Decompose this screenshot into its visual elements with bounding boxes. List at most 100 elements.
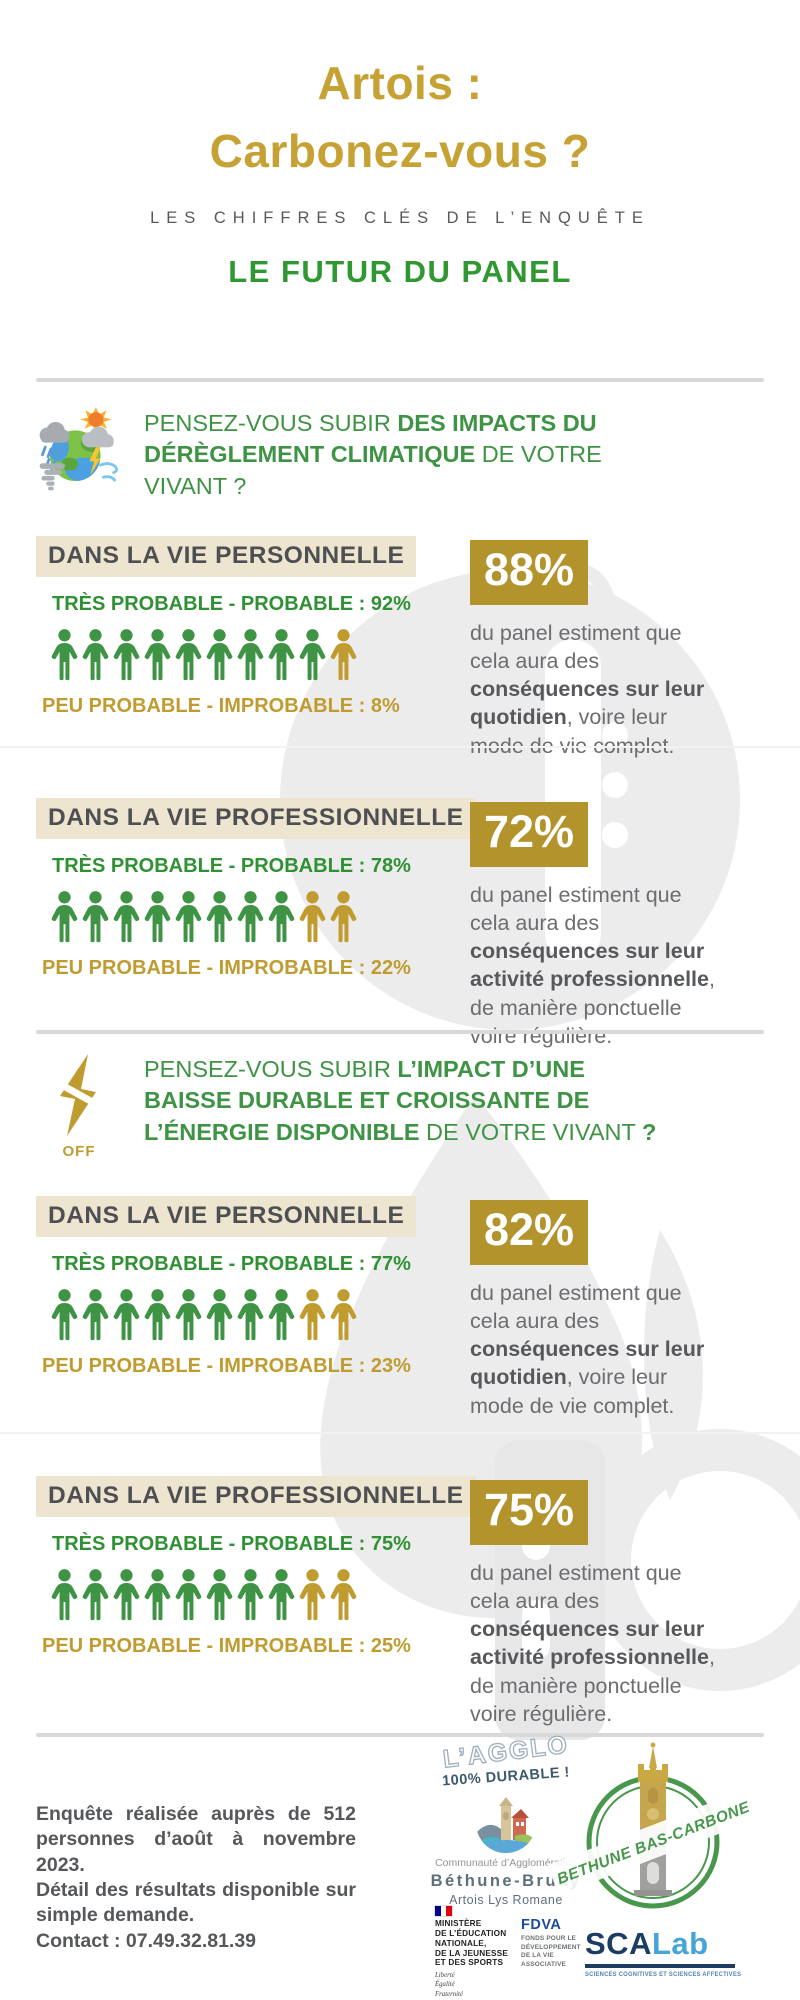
- panel-title: LE FUTUR DU PANEL: [228, 254, 572, 290]
- stat-block-energy-professional: DANS LA VIE PROFESSIONNELLE TRÈS PROBABL…: [36, 1476, 766, 1728]
- ministry-line: MINISTÈRE: [435, 1919, 482, 1928]
- person-icon: [268, 891, 295, 943]
- people-pictograph: [50, 1286, 468, 1343]
- people-pictograph: [50, 888, 468, 945]
- ministry-line: NATIONALE,: [435, 1938, 487, 1948]
- headline-percentage: 88%: [470, 540, 589, 605]
- ministry-line: DE LA JEUNESSE: [435, 1948, 509, 1958]
- person-icon: [206, 1289, 233, 1341]
- sub-divider: [0, 746, 800, 748]
- stat-description: du panel estiment que cela aura des cons…: [470, 1561, 715, 1726]
- note-line: Détail des résultats disponible sur simp…: [36, 1879, 356, 1927]
- person-icon: [237, 1289, 264, 1341]
- headline-percentage: 72%: [470, 802, 589, 867]
- question-energy: OFF PENSEZ-VOUS SUBIR L’IMPACT D’UNE BAI…: [34, 1052, 774, 1160]
- ministry-line: ET DES SPORTS: [435, 1958, 504, 1968]
- person-icon: [206, 891, 233, 943]
- person-icon: [268, 629, 295, 681]
- person-icon: [82, 629, 109, 681]
- off-label: OFF: [62, 1143, 96, 1160]
- people-pictograph: [50, 626, 468, 683]
- person-icon: [51, 891, 78, 943]
- person-icon: [144, 1289, 171, 1341]
- person-icon: [51, 1289, 78, 1341]
- fdva-logo: FDVA FONDS POUR LE DÉVELOPPEMENT DE LA V…: [521, 1917, 585, 1970]
- scalab-subtitle: SCIENCES COGNITIVES ET SCIENCES AFFECTIV…: [585, 1970, 742, 1978]
- scalab-underline: [585, 1964, 735, 1968]
- person-icon: [144, 629, 171, 681]
- context-label: DANS LA VIE PROFESSIONNELLE: [36, 1476, 476, 1517]
- climate-storm-icon: [34, 406, 124, 501]
- ministry-line: DE L’ÉDUCATION: [435, 1928, 507, 1938]
- person-icon: [237, 1569, 264, 1621]
- probable-stat: TRÈS PROBABLE - PROBABLE : 78%: [52, 855, 411, 877]
- question-climate: PENSEZ-VOUS SUBIR DES IMPACTS DU DÉRÈGLE…: [34, 406, 774, 502]
- survey-note: Enquête réalisée auprès de 512 personnes…: [36, 1802, 356, 1954]
- section-divider: [36, 1733, 764, 1737]
- person-icon: [206, 629, 233, 681]
- agglo-org-name: Béthune-Bruay: [430, 1872, 582, 1890]
- person-icon: [299, 1289, 326, 1341]
- person-icon: [113, 1289, 140, 1341]
- stat-block-climate-personal: DANS LA VIE PERSONNELLE TRÈS PROBABLE - …: [36, 536, 766, 760]
- stat-description: du panel estiment que cela aura des cons…: [470, 883, 715, 1048]
- person-icon: [237, 629, 264, 681]
- person-icon: [144, 1569, 171, 1621]
- question-text: PENSEZ-VOUS SUBIR DES IMPACTS DU DÉRÈGLE…: [144, 410, 602, 499]
- person-icon: [175, 891, 202, 943]
- sub-divider: [0, 1432, 800, 1434]
- improbable-stat: PEU PROBABLE - IMPROBABLE : 22%: [42, 957, 411, 979]
- person-icon: [113, 629, 140, 681]
- agglo-org-type: Communauté d’Agglomération: [435, 1857, 577, 1869]
- person-icon: [237, 891, 264, 943]
- improbable-stat: PEU PROBABLE - IMPROBABLE : 8%: [42, 695, 400, 717]
- section-divider: [36, 378, 764, 382]
- improbable-stat: PEU PROBABLE - IMPROBABLE : 23%: [42, 1355, 411, 1377]
- stat-description: du panel estiment que cela aura des cons…: [470, 621, 705, 758]
- subtitle: LES CHIFFRES CLÉS DE L’ENQUÊTE: [150, 209, 650, 228]
- person-icon: [330, 1569, 357, 1621]
- person-icon: [299, 891, 326, 943]
- context-label: DANS LA VIE PERSONNELLE: [36, 536, 417, 577]
- person-icon: [113, 891, 140, 943]
- stat-description: du panel estiment que cela aura des cons…: [470, 1281, 705, 1418]
- improbable-stat: PEU PROBABLE - IMPROBABLE : 25%: [42, 1635, 411, 1657]
- person-icon: [175, 629, 202, 681]
- person-icon: [51, 1569, 78, 1621]
- probable-stat: TRÈS PROBABLE - PROBABLE : 77%: [52, 1253, 411, 1275]
- headline-percentage: 75%: [470, 1480, 589, 1545]
- stat-block-energy-personal: DANS LA VIE PERSONNELLE TRÈS PROBABLE - …: [36, 1196, 766, 1420]
- agglo-org-sub: Artois Lys Romane: [449, 1893, 563, 1907]
- person-icon: [268, 1289, 295, 1341]
- person-icon: [51, 629, 78, 681]
- people-pictograph: [50, 1566, 468, 1623]
- scalab-logo: SCALab SCIENCES COGNITIVES ET SCIENCES A…: [585, 1926, 741, 1978]
- fdva-subtitle: FONDS POUR LE DÉVELOPPEMENT DE LA VIE AS…: [521, 1935, 581, 1968]
- power-off-icon: OFF: [34, 1052, 124, 1160]
- scalab-name: SCALab: [585, 1926, 709, 1961]
- person-icon: [82, 1289, 109, 1341]
- person-icon: [175, 1289, 202, 1341]
- person-icon: [206, 1569, 233, 1621]
- person-icon: [330, 629, 357, 681]
- page-title: Artois : Carbonez-vous ?: [209, 57, 591, 177]
- probable-stat: TRÈS PROBABLE - PROBABLE : 75%: [52, 1533, 411, 1555]
- person-icon: [113, 1569, 140, 1621]
- question-text: PENSEZ-VOUS SUBIR L’IMPACT D’UNE BAISSE …: [144, 1056, 657, 1145]
- person-icon: [299, 1569, 326, 1621]
- person-icon: [299, 629, 326, 681]
- person-icon: [330, 891, 357, 943]
- contact-phone: Contact : 07.49.32.81.39: [36, 1929, 257, 1952]
- person-icon: [175, 1569, 202, 1621]
- note-line: Enquête réalisée auprès de 512 personnes…: [36, 1803, 356, 1876]
- agglo-town-icon: [475, 1792, 537, 1854]
- agglo-logo: L’AGGLO 100% DURABLE !: [408, 1730, 604, 1907]
- person-icon: [82, 891, 109, 943]
- person-icon: [330, 1289, 357, 1341]
- bethune-bas-carbone-stamp: BETHUNE BAS-CARBONE: [547, 1742, 759, 1914]
- person-icon: [82, 1569, 109, 1621]
- french-flag-icon: [434, 1905, 453, 1917]
- fdva-name: FDVA: [521, 1917, 562, 1933]
- probable-stat: TRÈS PROBABLE - PROBABLE : 92%: [52, 593, 411, 615]
